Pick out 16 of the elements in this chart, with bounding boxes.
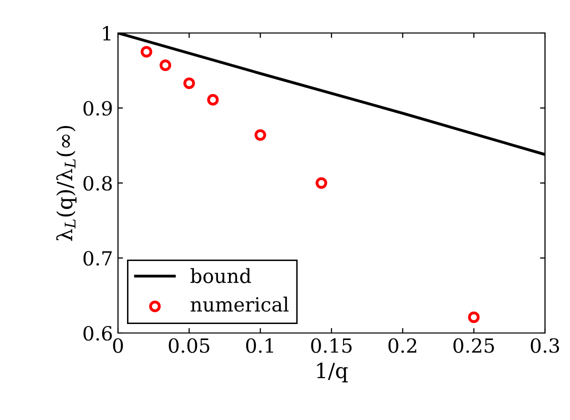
x-tick-label: 0.25	[453, 338, 494, 353]
y-tick-label: 1	[103, 26, 110, 40]
y-tick-label: 0.7	[84, 250, 112, 266]
y-tick-label: 0.6	[84, 326, 112, 341]
y-axis-title: λ$_{L}$(q)/λ$_{L}$(∞)	[56, 126, 77, 241]
legend-label: bound	[190, 268, 252, 284]
x-tick-label: 0	[113, 338, 123, 353]
x-tick-label: 0.2	[388, 338, 416, 353]
x-tick-label: 0.05	[168, 338, 210, 353]
y-tick-label: 0.9	[84, 100, 112, 116]
legend-label: numerical	[190, 296, 289, 312]
x-tick-label: 0.15	[311, 338, 352, 353]
y-tick-label: 0.8	[84, 176, 112, 191]
x-axis-title: 1/q	[317, 362, 348, 382]
x-tick-label: 0.3	[530, 338, 560, 353]
x-tick-label: 0.1	[246, 338, 274, 353]
